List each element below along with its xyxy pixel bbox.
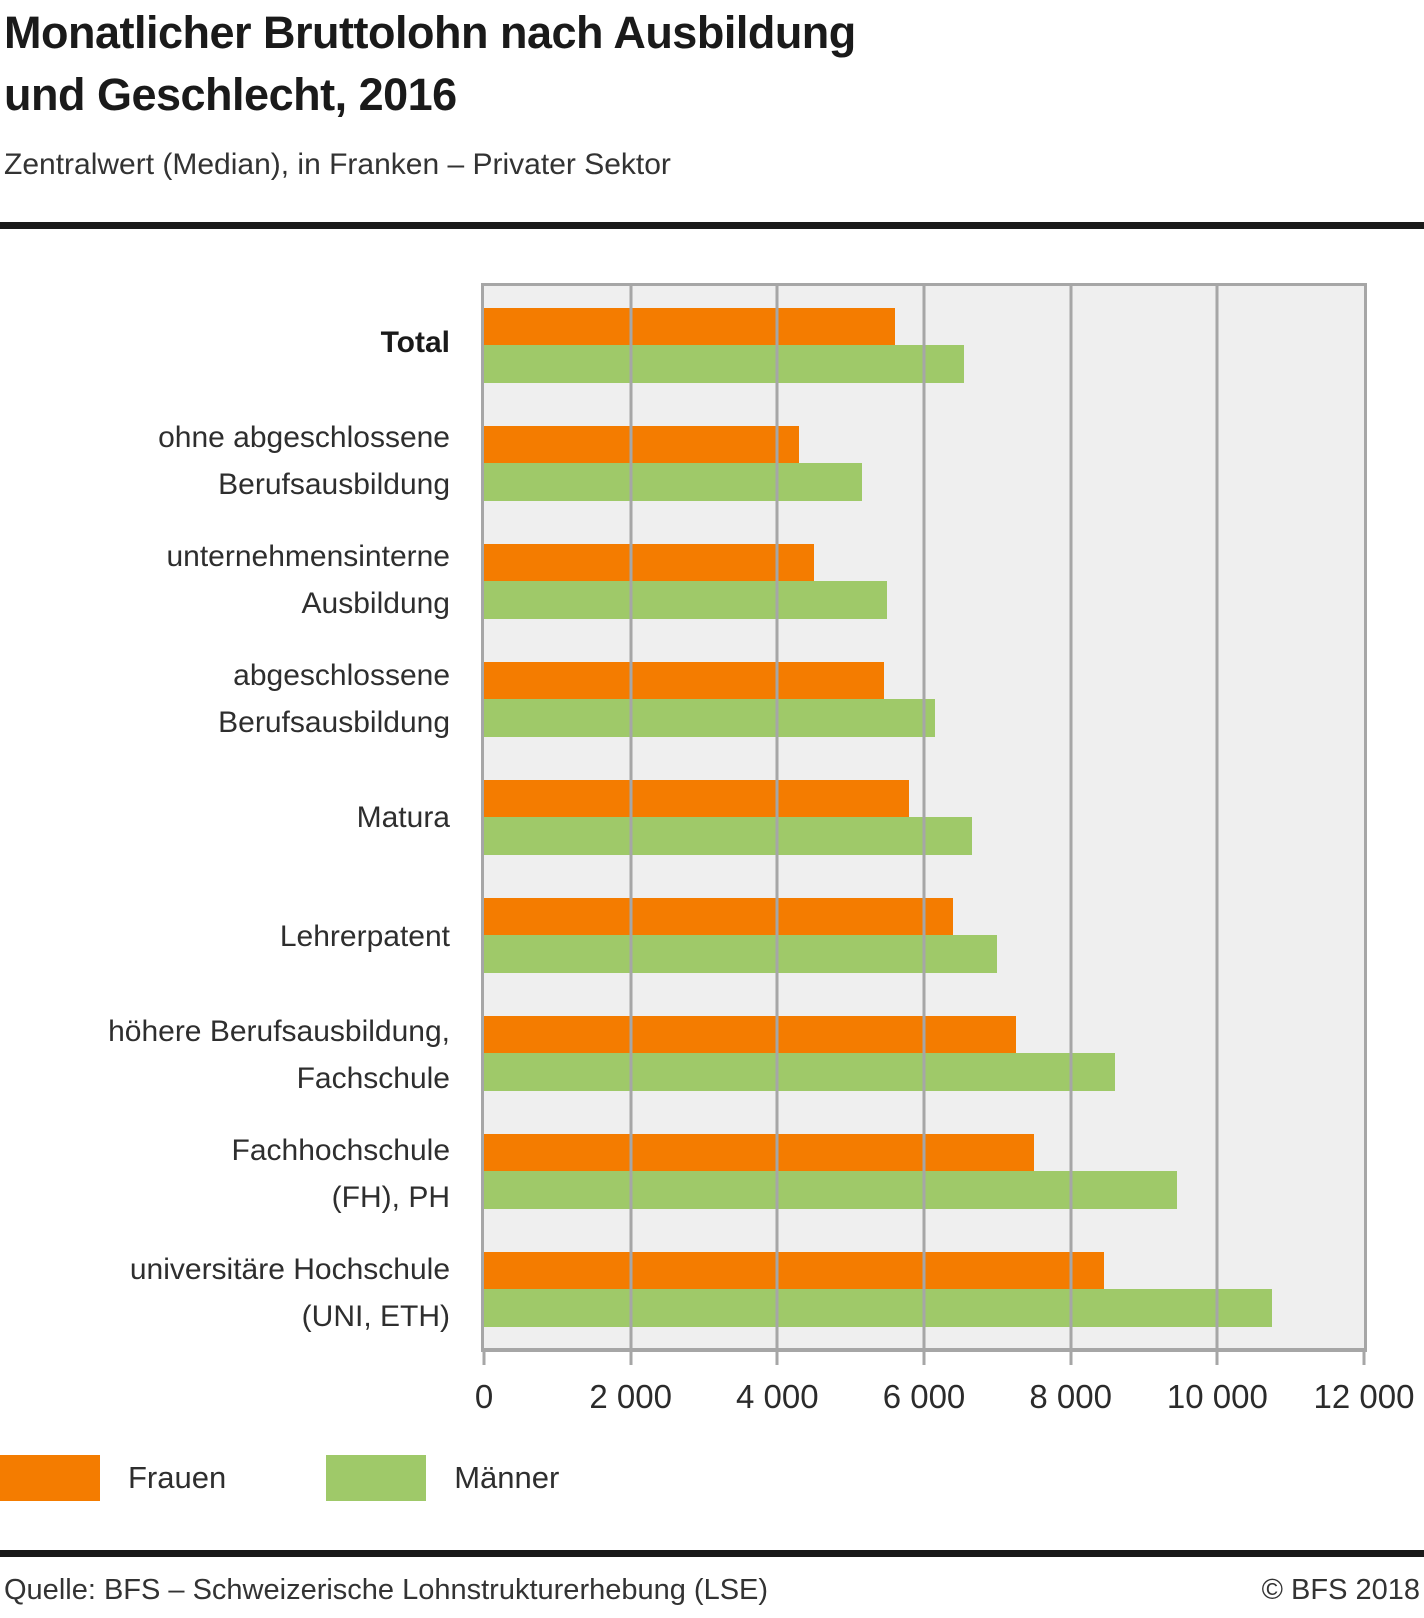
bar-männer <box>484 463 862 501</box>
bar-männer <box>484 1053 1115 1091</box>
x-axis-tick-label: 4 000 <box>736 1378 819 1415</box>
legend-swatch-frauen <box>0 1455 100 1501</box>
footer-divider <box>0 1550 1424 1557</box>
x-axis-tick <box>1362 1352 1366 1365</box>
legend-swatch-maenner <box>326 1455 427 1501</box>
footer-copyright: © BFS 2018 <box>1261 1574 1420 1606</box>
category-labels: Total ohne abgeschlossene Berufsausbildun… <box>0 283 450 1352</box>
bar-frauen <box>484 543 814 581</box>
chart-subtitle: Zentralwert (Median), in Franken – Priva… <box>4 148 671 181</box>
bar-frauen <box>484 307 895 345</box>
category-label: abgeschlossene Berufsausbildung <box>218 658 450 739</box>
bar-group <box>484 876 1364 994</box>
gridline <box>629 286 633 1348</box>
bar-frauen <box>484 425 800 463</box>
x-axis-tick <box>482 1352 486 1365</box>
bar-männer <box>484 581 888 619</box>
category-label: höhere Berufsausbildung, Fachschule <box>108 1015 450 1096</box>
bar-group <box>484 1230 1364 1348</box>
x-axis-tick-label: 10 000 <box>1166 1378 1268 1415</box>
legend-label-frauen: Frauen <box>128 1460 227 1495</box>
bar-männer <box>484 699 935 737</box>
bar-rows <box>484 286 1364 1348</box>
bar-frauen <box>484 897 954 935</box>
x-axis-tick-label: 8 000 <box>1029 1378 1112 1415</box>
bar-frauen <box>484 661 884 699</box>
category-label: unternehmensinterne Ausbildung <box>166 539 450 620</box>
gridline <box>922 286 926 1348</box>
x-axis-tick <box>629 1352 633 1365</box>
legend-label-maenner: Männer <box>454 1460 560 1495</box>
category-label: Fachhochschule (FH), PH <box>231 1133 450 1214</box>
plot-area: 0 2 000 4 000 6 000 8 000 10 000 12 000 <box>475 283 1414 1415</box>
x-axis-tick <box>922 1352 926 1365</box>
bar-männer <box>484 1289 1273 1327</box>
bar-group <box>484 1112 1364 1230</box>
chart-title: Monatlicher Bruttolohn nach Ausbildung u… <box>4 7 856 120</box>
x-axis-tick-label: 12 000 <box>1313 1378 1415 1415</box>
bar-männer <box>484 1171 1177 1209</box>
x-axis-tick <box>1215 1352 1219 1365</box>
category-label: ohne abgeschlossene Berufsausbildung <box>158 421 450 502</box>
bar-frauen <box>484 1015 1016 1053</box>
footer-source: Quelle: BFS – Schweizerische Lohnstruktu… <box>4 1574 769 1606</box>
bar-frauen <box>484 1251 1104 1289</box>
gridline <box>1069 286 1073 1348</box>
x-axis-tick <box>1069 1352 1073 1365</box>
gridline <box>1215 286 1219 1348</box>
category-label: Lehrerpatent <box>279 919 450 953</box>
bar-männer <box>484 345 965 383</box>
gridline <box>775 286 779 1348</box>
bar-group <box>484 286 1364 404</box>
bar-group <box>484 404 1364 522</box>
x-axis-tick <box>775 1352 779 1365</box>
bar-group <box>484 640 1364 758</box>
category-label: Total <box>380 325 450 359</box>
bar-männer <box>484 935 998 973</box>
header-divider <box>0 222 1424 229</box>
bar-chart: Total ohne abgeschlossene Berufsausbildun… <box>0 283 1424 1415</box>
legend-item-maenner: Männer <box>326 1455 559 1501</box>
category-label: universitäre Hochschule (UNI, ETH) <box>129 1252 450 1333</box>
footer: Quelle: BFS – Schweizerische Lohnstruktu… <box>0 1574 1424 1607</box>
x-axis-tick-label: 6 000 <box>882 1378 966 1415</box>
category-label: Matura <box>356 801 450 835</box>
bar-männer <box>484 817 972 855</box>
legend-item-frauen: Frauen <box>0 1455 226 1501</box>
x-axis-tick-label: 0 <box>474 1378 494 1415</box>
bar-group <box>484 522 1364 640</box>
bar-frauen <box>484 779 910 817</box>
bar-group <box>484 758 1364 876</box>
bar-group <box>484 994 1364 1112</box>
x-axis-tick-label: 2 000 <box>589 1378 672 1415</box>
bar-frauen <box>484 1133 1034 1171</box>
legend: Frauen Männer <box>0 1455 559 1501</box>
